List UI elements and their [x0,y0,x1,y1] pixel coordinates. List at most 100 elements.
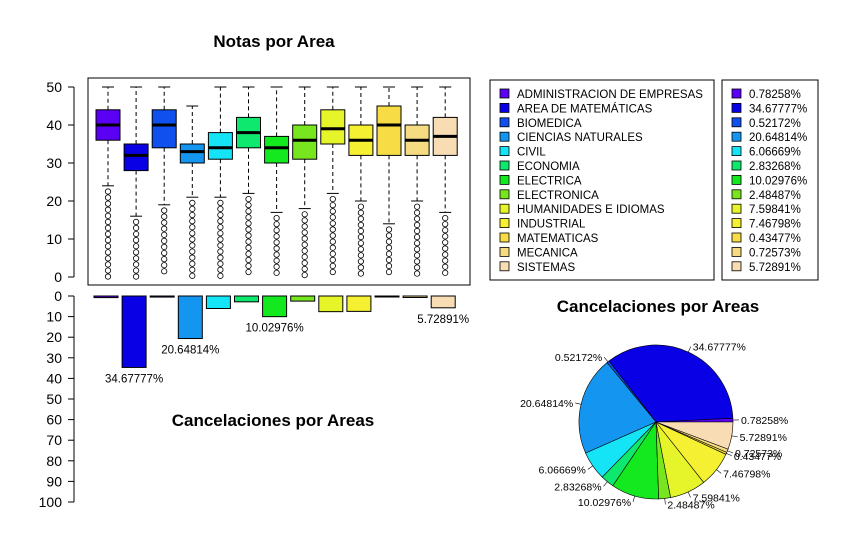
boxplot-outlier [245,202,252,209]
boxplot-outlier [189,230,196,237]
boxplot-outlier [104,249,112,256]
boxplot-outlier [133,255,140,262]
boxplot-outlier [104,200,112,207]
legend-percent-label: 2.83268% [749,161,801,173]
legend-area-label: HUMANIDADES E IDIOMAS [517,204,665,216]
boxplot-outlier [161,256,168,263]
boxplot-panel: Notas por Area 0 10 20 30 40 50 [46,32,471,286]
boxplot-outlier [301,211,308,218]
boxplot-outlier [104,230,112,238]
legend-swatch [731,203,742,214]
boxplot-outlier [104,267,112,274]
boxplot-outlier [385,250,393,257]
boxplot-outlier [413,203,421,210]
legend-area-label: BIOMEDICA [517,118,582,130]
boxplot-outlier [161,207,168,214]
boxplot-box [236,86,261,276]
boxplot-outlier [104,188,112,195]
boxplot-outlier [385,262,393,270]
boxplot-outlier [245,262,252,270]
boxplot-y-axis: 0 10 20 30 40 50 [46,79,75,285]
boxplot-outlier [301,223,308,230]
legend-swatch [731,131,742,142]
bar [205,295,231,309]
legend-swatch [499,88,510,99]
bar-y-tick-label: 90 [46,473,62,489]
boxplot-outlier [104,194,112,201]
boxplot-box [95,86,121,280]
boxplot-outlier [217,218,224,225]
boxplot-outlier [442,245,449,252]
legend-percent-label: 2.48487% [749,190,801,202]
boxplot-outlier [133,243,140,250]
boxplot-outlier [104,218,112,225]
legend-area-label: ELECTRICA [517,175,582,187]
boxplot-outlier [161,262,168,269]
pie-label: 6.06669% [539,464,586,476]
boxplot-outlier [104,243,112,250]
legend-percent-label: 0.52172% [749,118,801,130]
boxplot-iqr-box [151,109,177,149]
boxplot-outlier [133,237,140,244]
boxplot-outlier [245,196,252,203]
boxplot-outlier [245,226,252,233]
legend-area-label: MATEMATICAS [517,233,599,245]
pie-leader-line [716,469,722,474]
legend-area-label: CIVIL [517,147,546,159]
bar-y-tick-label: 40 [46,370,62,386]
boxplot-outlier [301,271,308,279]
boxplot-outlier [217,236,224,243]
legend-percent-label: 5.72891% [749,262,801,274]
boxplot-outlier [189,205,196,213]
boxplot-outlier [357,252,364,259]
pie-slice [655,421,734,450]
pie-leader-line [603,356,609,363]
boxplot-outlier [104,237,112,244]
boxplot-outlier [329,196,336,203]
boxplot-outlier [217,205,224,213]
pie-leader-line [664,498,666,505]
legend-swatch [731,103,742,113]
boxplot-outlier [385,226,393,233]
bar [93,295,119,299]
boxplot-outlier [245,256,252,263]
bar-value-label: 10.02976% [245,323,303,335]
boxplot-outlier [273,215,280,222]
boxplot-outlier [442,251,449,258]
legend-swatch [731,146,742,157]
boxplot-outlier [161,231,168,238]
boxplot-box [404,86,430,277]
bar-title: Cancelaciones por Areas [172,411,375,430]
legend-swatch [499,232,510,243]
boxplot-title: Notas por Area [213,32,335,51]
bar-marks: 34.67777% 20.64814% 10.02976% 5.72891% [93,295,469,385]
legend-percent-label: 0.78258% [749,89,801,101]
bar-value-label: 5.72891% [417,314,469,326]
boxplot-outlier [161,237,168,244]
boxplot-outlier [413,264,421,271]
pie-label: 2.83268% [554,481,601,493]
legend-swatch [499,103,510,113]
boxplot-outlier [301,247,308,254]
boxplot-y-tick-label: 20 [46,193,62,209]
boxplot-iqr-box [320,109,346,145]
boxplot-box [264,86,290,276]
boxplot-y-tick-label: 40 [46,117,62,133]
boxplot-outlier [133,267,140,274]
bar-y-tick-label: 100 [39,494,63,510]
legend-swatch [731,232,742,243]
bar-y-tick-label: 50 [46,391,62,407]
bar-y-tick-label: 30 [46,350,62,366]
boxplot-outlier [273,245,280,252]
boxplot-outlier [413,270,421,277]
legend-swatch [499,146,510,157]
boxplot-outlier [245,238,252,245]
legend-swatch [499,174,510,185]
pie-leader-line [726,453,732,457]
boxplot-box [123,86,149,280]
boxplot-outlier [217,211,224,219]
pie-label: 0.78258% [741,415,788,427]
legend-percent-label: 10.02976% [749,175,807,187]
